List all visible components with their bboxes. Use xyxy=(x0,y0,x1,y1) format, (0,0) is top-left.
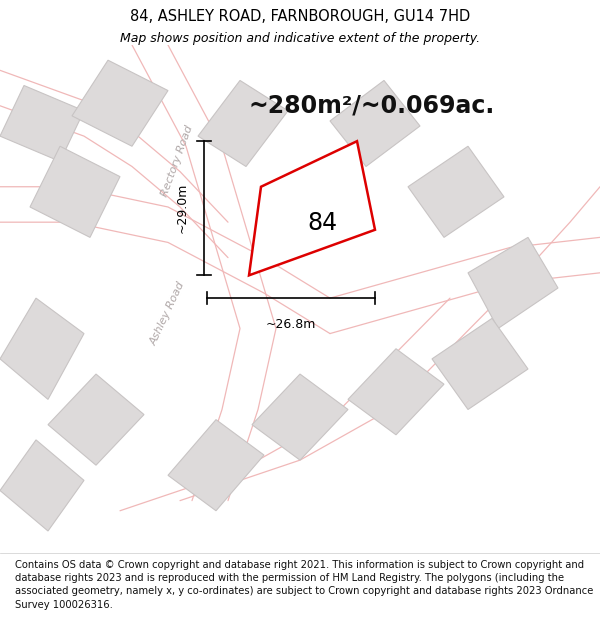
Polygon shape xyxy=(249,141,375,276)
Text: ~29.0m: ~29.0m xyxy=(176,183,189,234)
Polygon shape xyxy=(0,440,84,531)
Text: Rectory Road: Rectory Road xyxy=(160,124,194,199)
Polygon shape xyxy=(330,81,420,166)
Text: ~26.8m: ~26.8m xyxy=(266,318,316,331)
Polygon shape xyxy=(30,146,120,238)
Polygon shape xyxy=(252,374,348,460)
Text: 84, ASHLEY ROAD, FARNBOROUGH, GU14 7HD: 84, ASHLEY ROAD, FARNBOROUGH, GU14 7HD xyxy=(130,9,470,24)
Polygon shape xyxy=(468,238,558,329)
Text: 84: 84 xyxy=(307,211,338,236)
Polygon shape xyxy=(432,318,528,409)
Polygon shape xyxy=(72,60,168,146)
Text: Map shows position and indicative extent of the property.: Map shows position and indicative extent… xyxy=(120,32,480,46)
Polygon shape xyxy=(198,81,288,166)
Polygon shape xyxy=(348,349,444,435)
Polygon shape xyxy=(48,374,144,465)
Text: ~280m²/~0.069ac.: ~280m²/~0.069ac. xyxy=(249,94,495,118)
Text: Contains OS data © Crown copyright and database right 2021. This information is : Contains OS data © Crown copyright and d… xyxy=(15,560,593,610)
Polygon shape xyxy=(0,86,84,161)
Polygon shape xyxy=(408,146,504,238)
Polygon shape xyxy=(0,298,84,399)
Polygon shape xyxy=(168,419,264,511)
Text: Ashley Road: Ashley Road xyxy=(149,280,187,347)
